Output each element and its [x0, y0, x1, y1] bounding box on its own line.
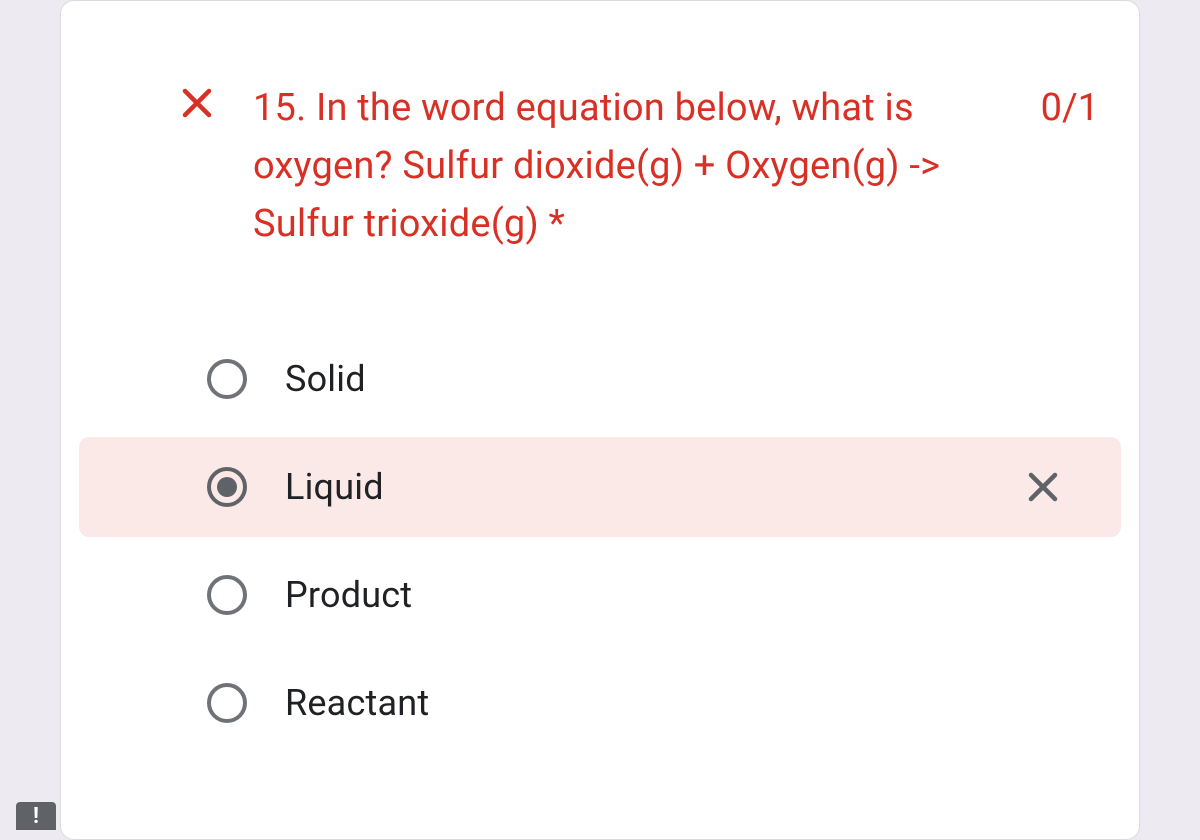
radio-unselected-icon	[207, 683, 247, 723]
option-liquid[interactable]: Liquid	[79, 437, 1121, 537]
options-list: Solid Liquid Product Reactant	[61, 329, 1139, 753]
option-label: Solid	[285, 358, 1061, 400]
option-label: Product	[285, 574, 1061, 616]
radio-selected-icon	[207, 467, 247, 507]
radio-unselected-icon	[207, 575, 247, 615]
wrong-answer-icon	[1025, 469, 1061, 505]
question-card: 15. In the word equation below, what is …	[60, 0, 1140, 840]
radio-unselected-icon	[207, 359, 247, 399]
option-product[interactable]: Product	[79, 545, 1121, 645]
question-score: 0/1	[1041, 79, 1099, 137]
option-label: Reactant	[285, 682, 1061, 724]
footer-alert-tab[interactable]: !	[16, 802, 56, 830]
incorrect-icon	[179, 85, 215, 121]
option-label: Liquid	[285, 466, 1025, 508]
question-header: 15. In the word equation below, what is …	[61, 79, 1139, 253]
question-text: 15. In the word equation below, what is …	[253, 79, 1031, 253]
option-reactant[interactable]: Reactant	[79, 653, 1121, 753]
option-solid[interactable]: Solid	[79, 329, 1121, 429]
question-text-wrap: 15. In the word equation below, what is …	[253, 79, 1099, 253]
exclamation-icon: !	[33, 804, 39, 829]
